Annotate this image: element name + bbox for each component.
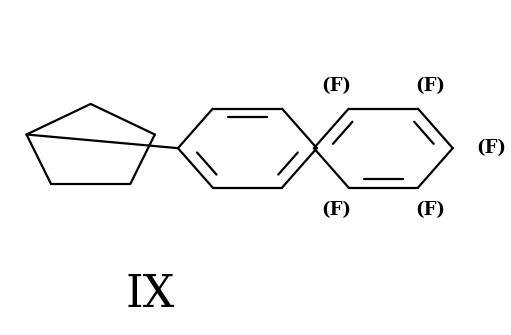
Text: (F): (F) xyxy=(321,77,351,95)
Text: IX: IX xyxy=(126,272,175,316)
Text: (F): (F) xyxy=(416,201,446,219)
Text: (F): (F) xyxy=(416,77,446,95)
Text: (F): (F) xyxy=(321,201,351,219)
Text: (F): (F) xyxy=(476,139,506,157)
